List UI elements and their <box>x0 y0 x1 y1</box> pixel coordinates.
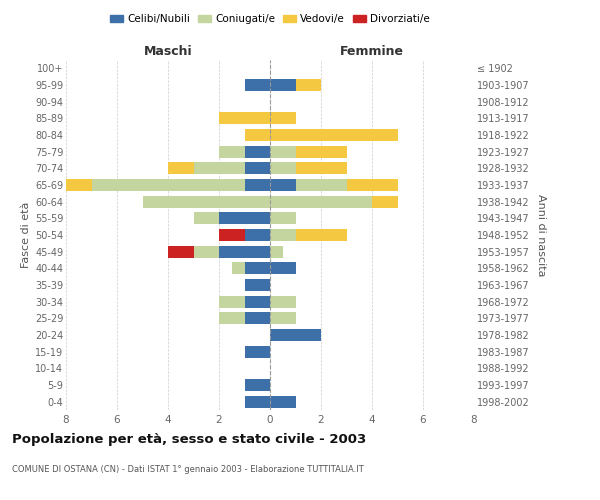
Legend: Celibi/Nubili, Coniugati/e, Vedovi/e, Divorziati/e: Celibi/Nubili, Coniugati/e, Vedovi/e, Di… <box>106 10 434 29</box>
Bar <box>143 196 270 207</box>
Bar <box>270 262 296 274</box>
Bar <box>245 279 270 291</box>
Bar <box>296 146 347 158</box>
Bar <box>245 379 270 391</box>
Bar <box>270 129 398 141</box>
Bar <box>296 162 347 174</box>
Bar <box>372 196 398 207</box>
Y-axis label: Anni di nascita: Anni di nascita <box>536 194 547 276</box>
Bar <box>245 79 270 91</box>
Bar <box>245 262 270 274</box>
Text: Femmine: Femmine <box>340 46 404 59</box>
Bar <box>219 246 270 258</box>
Bar <box>193 162 245 174</box>
Bar <box>296 229 347 241</box>
Bar <box>245 162 270 174</box>
Bar <box>270 112 296 124</box>
Bar <box>219 312 245 324</box>
Bar <box>245 346 270 358</box>
Bar <box>219 146 245 158</box>
Bar <box>245 229 270 241</box>
Bar <box>168 246 193 258</box>
Text: Popolazione per età, sesso e stato civile - 2003: Popolazione per età, sesso e stato civil… <box>12 432 366 446</box>
Bar <box>270 396 296 407</box>
Bar <box>270 212 296 224</box>
Bar <box>270 196 372 207</box>
Bar <box>193 212 219 224</box>
Bar <box>296 79 321 91</box>
Text: Maschi: Maschi <box>143 46 193 59</box>
Bar <box>270 229 296 241</box>
Bar <box>270 312 296 324</box>
Bar <box>245 296 270 308</box>
Bar <box>219 229 245 241</box>
Bar <box>296 179 347 191</box>
Bar <box>219 296 245 308</box>
Bar <box>219 112 270 124</box>
Bar <box>270 79 296 91</box>
Bar <box>245 146 270 158</box>
Text: COMUNE DI OSTANA (CN) - Dati ISTAT 1° gennaio 2003 - Elaborazione TUTTITALIA.IT: COMUNE DI OSTANA (CN) - Dati ISTAT 1° ge… <box>12 466 364 474</box>
Bar <box>347 179 398 191</box>
Bar <box>66 179 91 191</box>
Bar <box>91 179 245 191</box>
Bar <box>270 179 296 191</box>
Bar <box>245 179 270 191</box>
Bar <box>270 162 296 174</box>
Bar <box>245 396 270 407</box>
Bar <box>232 262 245 274</box>
Bar <box>219 212 270 224</box>
Bar <box>245 312 270 324</box>
Bar <box>270 329 321 341</box>
Bar <box>270 246 283 258</box>
Bar <box>270 296 296 308</box>
Bar <box>270 146 296 158</box>
Bar <box>168 162 193 174</box>
Bar <box>245 129 270 141</box>
Y-axis label: Fasce di età: Fasce di età <box>20 202 31 268</box>
Bar <box>193 246 219 258</box>
